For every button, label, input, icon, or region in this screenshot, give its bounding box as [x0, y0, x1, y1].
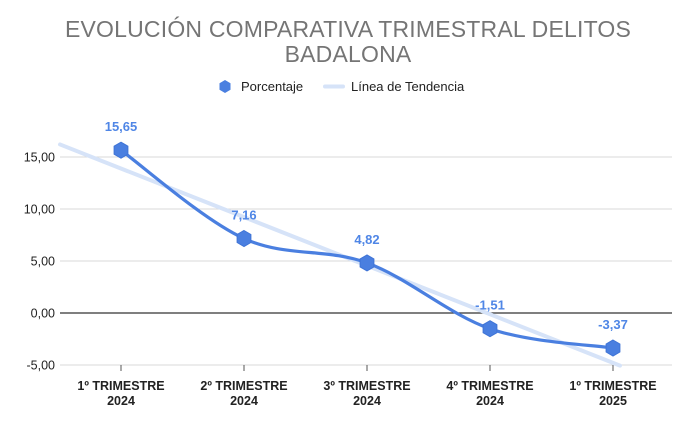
data-point	[605, 339, 621, 357]
data-label: -3,37	[598, 317, 628, 332]
legend-label-trendline: Línea de Tendencia	[351, 79, 465, 94]
y-tick-label: 10,00	[24, 203, 55, 217]
x-tick-label: 2024	[353, 394, 381, 408]
legend: Porcentaje Línea de Tendencia	[219, 79, 465, 94]
y-axis-ticks: 15,00 10,00 5,00 0,00 -5,00	[24, 151, 55, 373]
data-point	[482, 320, 498, 338]
series-porcentaje	[113, 141, 621, 357]
y-tick-label: 5,00	[31, 255, 55, 269]
data-point	[113, 141, 129, 159]
grid	[60, 156, 672, 366]
x-tick-label: 2024	[107, 394, 135, 408]
y-tick-label: -5,00	[27, 359, 56, 373]
x-tick-label: 4º TRIMESTRE	[446, 379, 533, 393]
data-label: 15,65	[105, 119, 138, 134]
chart-title-line-2: BADALONA	[285, 41, 412, 67]
chart-title-line-1: EVOLUCIÓN COMPARATIVA TRIMESTRAL DELITOS	[65, 16, 631, 42]
series-line	[119, 148, 615, 350]
legend-marker-porcentaje	[219, 80, 231, 93]
y-tick-label: 15,00	[24, 151, 55, 165]
data-label: 4,82	[354, 232, 379, 247]
x-tick-label: 2025	[599, 394, 627, 408]
data-point	[236, 229, 252, 248]
x-tick-label: 1º TRIMESTRE	[569, 379, 656, 393]
x-tick-label: 2024	[476, 394, 504, 408]
legend-label-porcentaje: Porcentaje	[241, 79, 303, 94]
x-tick-label: 2º TRIMESTRE	[200, 379, 287, 393]
x-tick-label: 2024	[230, 394, 258, 408]
data-labels: 15,65 7,16 4,82 -1,51 -3,37	[105, 119, 628, 332]
chart-title: EVOLUCIÓN COMPARATIVA TRIMESTRAL DELITOS…	[65, 16, 631, 67]
x-tick-label: 1º TRIMESTRE	[77, 379, 164, 393]
data-label: -1,51	[475, 298, 505, 313]
data-point	[359, 254, 375, 272]
x-tick-label: 3º TRIMESTRE	[323, 379, 410, 393]
data-label: 7,16	[231, 208, 256, 223]
y-tick-label: 0,00	[31, 307, 55, 321]
